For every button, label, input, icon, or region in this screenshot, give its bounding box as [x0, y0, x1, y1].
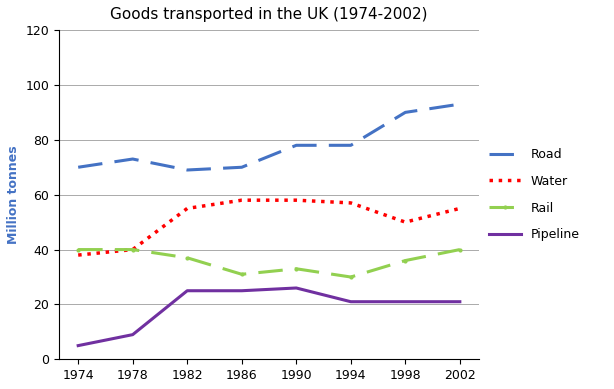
Road — [129, 157, 136, 161]
Rail — [129, 247, 136, 252]
Pipeline — [293, 286, 300, 290]
Line: Pipeline: Pipeline — [78, 288, 460, 345]
Pipeline — [456, 300, 464, 304]
Line: Rail: Rail — [76, 247, 462, 280]
Road — [184, 168, 191, 172]
Road — [293, 143, 300, 148]
Water — [184, 206, 191, 211]
Road — [456, 102, 464, 107]
Rail — [238, 272, 246, 277]
Line: Water: Water — [78, 200, 460, 255]
Pipeline — [238, 288, 246, 293]
Rail — [456, 247, 464, 252]
Pipeline — [347, 300, 354, 304]
Pipeline — [402, 300, 409, 304]
Road — [347, 143, 354, 148]
Rail — [74, 247, 82, 252]
Water — [74, 253, 82, 258]
Water — [238, 198, 246, 203]
Water — [402, 220, 409, 224]
Legend: Road, Water, Rail, Pipeline: Road, Water, Rail, Pipeline — [489, 148, 580, 241]
Y-axis label: Million tonnes: Million tonnes — [7, 145, 20, 244]
Water — [347, 201, 354, 205]
Pipeline — [184, 288, 191, 293]
Rail — [184, 256, 191, 260]
Water — [456, 206, 464, 211]
Road — [402, 110, 409, 115]
Road — [238, 165, 246, 170]
Line: Road: Road — [78, 104, 460, 170]
Road — [74, 165, 82, 170]
Rail — [347, 275, 354, 279]
Title: Goods transported in the UK (1974-2002): Goods transported in the UK (1974-2002) — [111, 7, 428, 22]
Water — [129, 247, 136, 252]
Water — [293, 198, 300, 203]
Rail — [402, 258, 409, 263]
Pipeline — [74, 343, 82, 348]
Pipeline — [129, 332, 136, 337]
Rail — [293, 266, 300, 271]
